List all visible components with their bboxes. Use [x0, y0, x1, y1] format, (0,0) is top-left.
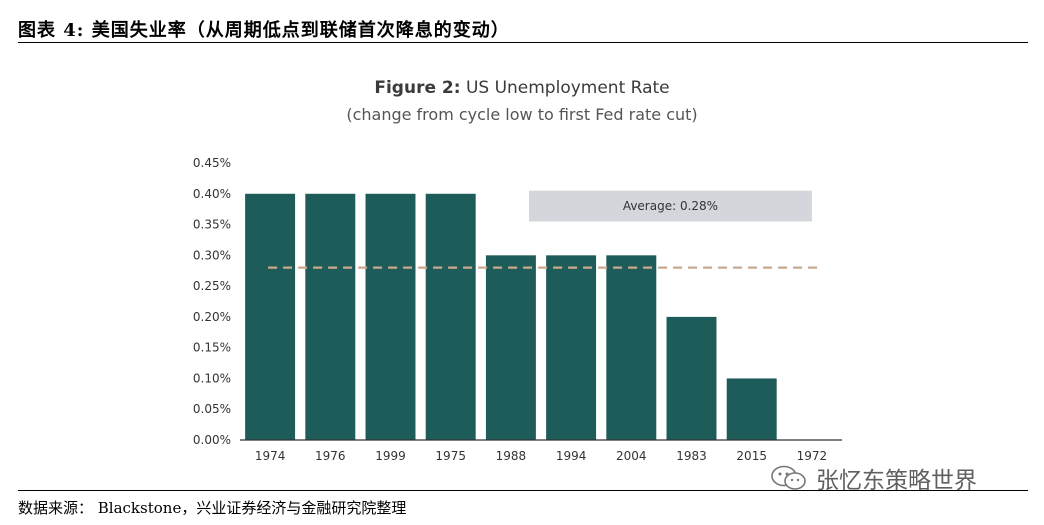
watermark: 张忆东策略世界	[770, 463, 977, 494]
y-tick-label: 0.20%	[193, 310, 231, 324]
y-tick-label: 0.35%	[193, 218, 231, 232]
x-tick-label: 1975	[435, 449, 466, 463]
x-tick-label: 1972	[797, 449, 828, 463]
average-annotation-text: Average:	[623, 199, 680, 213]
x-tick-label: 1974	[255, 449, 286, 463]
bar-1974	[245, 193, 296, 440]
x-tick-label: 2004	[616, 449, 647, 463]
bar-1976	[305, 193, 356, 440]
y-tick-label: 0.10%	[193, 371, 231, 385]
y-tick-label: 0.25%	[193, 279, 231, 293]
bar-2004	[606, 255, 657, 440]
y-tick-label: 0.15%	[193, 341, 231, 355]
chart-subtitle: (change from cycle low to first Fed rate…	[346, 105, 698, 124]
average-annotation-label: Average: 0.28%	[623, 199, 718, 213]
chart-title-prefix: Figure 2:	[374, 78, 461, 98]
figure-title-text: 美国失业率（从周期低点到联储首次降息的变动）	[91, 20, 510, 41]
y-tick-label: 0.00%	[193, 433, 231, 447]
bar-1988	[485, 255, 536, 440]
average-annotation-box	[529, 190, 812, 222]
report-footer: 数据来源： Blackstone，兴业证券经济与金融研究院整理	[18, 490, 1028, 523]
y-tick-label: 0.05%	[193, 402, 231, 416]
bar-1983	[666, 316, 717, 440]
chart-title-text: US Unemployment Rate	[465, 78, 670, 98]
watermark-text: 张忆东策略世界	[816, 468, 977, 494]
report-figure-title: 图表 4: 美国失业率（从周期低点到联储首次降息的变动）	[18, 16, 510, 42]
x-tick-label: 1999	[375, 449, 406, 463]
bar-1975	[425, 193, 476, 440]
x-tick-label: 2015	[736, 449, 767, 463]
average-annotation-value: 0.28%	[680, 199, 718, 213]
y-tick-label: 0.30%	[193, 248, 231, 262]
x-tick-label: 1994	[556, 449, 587, 463]
bar-2015	[726, 378, 777, 440]
chart-title: Figure 2: US Unemployment Rate	[0, 78, 1044, 98]
figure-label: 图表 4:	[18, 20, 85, 41]
y-tick-label: 0.40%	[193, 187, 231, 201]
report-header: 图表 4: 美国失业率（从周期低点到联储首次降息的变动）	[18, 10, 1028, 43]
bar-1994	[546, 255, 597, 440]
x-tick-label: 1983	[676, 449, 707, 463]
x-tick-label: 1988	[496, 449, 527, 463]
x-tick-label: 1976	[315, 449, 346, 463]
source-note: 数据来源： Blackstone，兴业证券经济与金融研究院整理	[18, 499, 407, 517]
y-tick-label: 0.45%	[193, 156, 231, 170]
wechat-icon	[771, 465, 806, 490]
bar-1999	[365, 193, 416, 440]
